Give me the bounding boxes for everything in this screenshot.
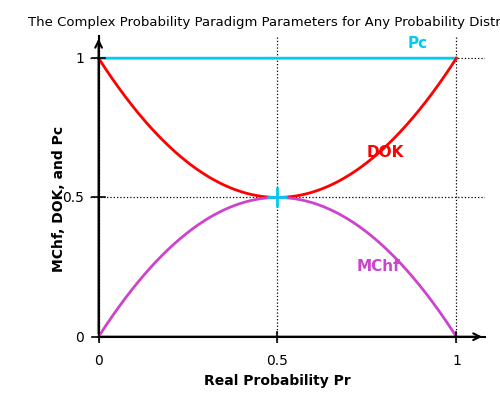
- Text: MChf: MChf: [356, 258, 400, 273]
- Text: Pc: Pc: [408, 36, 428, 51]
- Title: The Complex Probability Paradigm Parameters for Any Probability Distribution: The Complex Probability Paradigm Paramet…: [28, 16, 500, 29]
- Text: 0: 0: [94, 353, 103, 368]
- Text: 1: 1: [76, 52, 84, 66]
- Text: 1: 1: [452, 353, 461, 368]
- Text: 0.5: 0.5: [266, 353, 288, 368]
- Text: 0: 0: [76, 330, 84, 344]
- Text: MChf, DOK, and Pc: MChf, DOK, and Pc: [52, 125, 66, 271]
- Text: Real Probability Pr: Real Probability Pr: [204, 373, 351, 387]
- Text: 0.5: 0.5: [62, 191, 84, 205]
- Text: DOK: DOK: [367, 144, 405, 159]
